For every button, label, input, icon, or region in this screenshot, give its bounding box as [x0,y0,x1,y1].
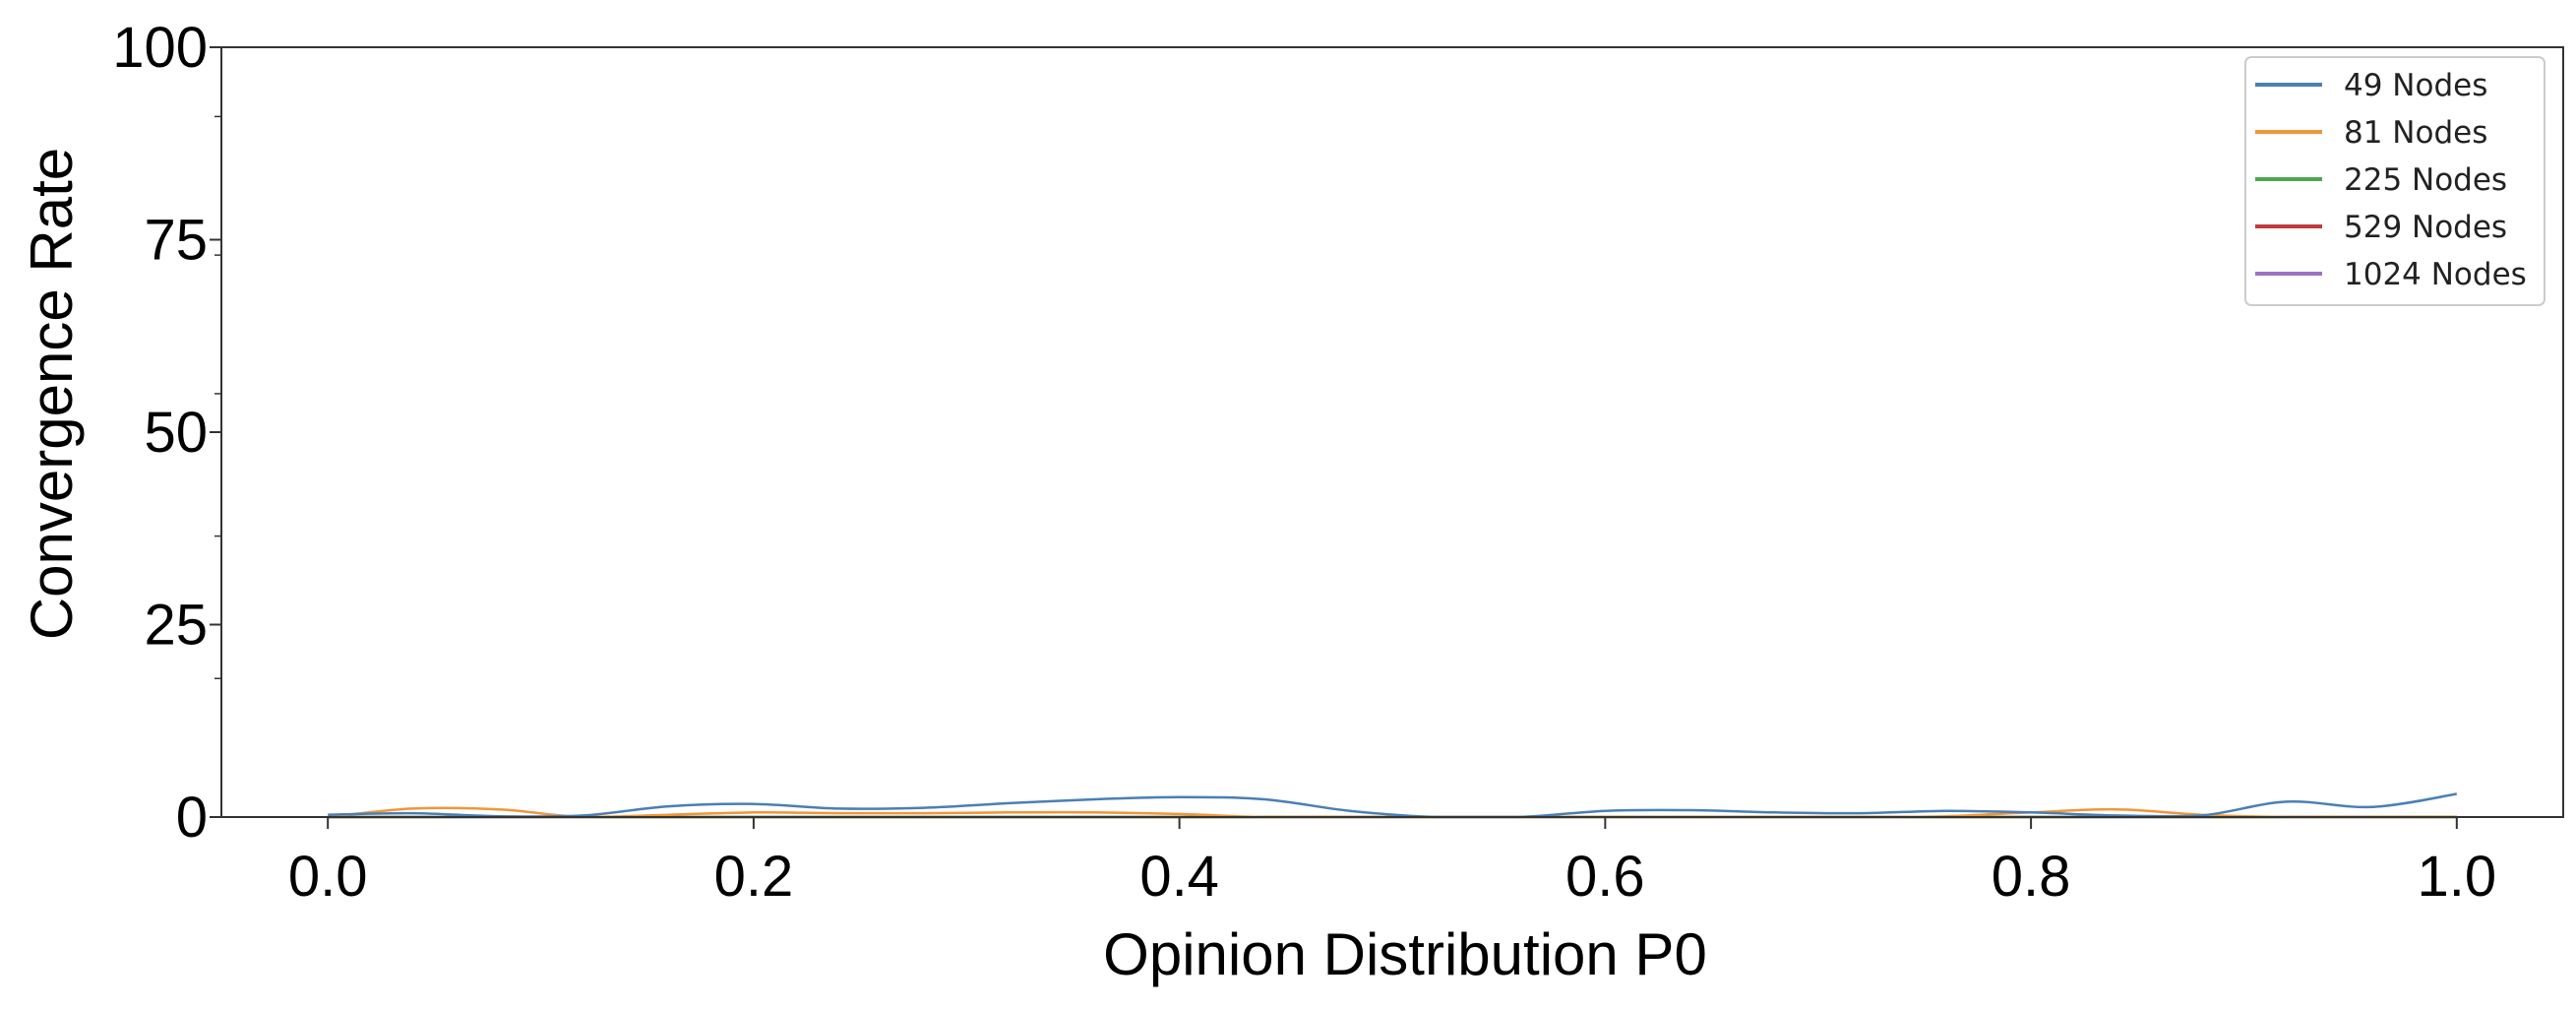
legend-label: 1024 Nodes [2344,257,2527,292]
legend: 49 Nodes 81 Nodes 225 Nodes 529 Nodes 1024 N… [2244,56,2545,306]
x-tick-label: 0.4 [1139,845,1219,909]
legend-label: 49 Nodes [2344,68,2487,103]
x-tick-label: 0.8 [1992,845,2071,909]
y-axis-label: Convergence Rate [19,148,85,640]
legend-label: 529 Nodes [2344,210,2507,245]
x-tick-label: 0.6 [1565,845,1645,909]
y-tick-label: 0 [176,786,208,850]
legend-label: 81 Nodes [2344,115,2487,151]
y-tick-label: 25 [144,594,208,658]
legend-label: 225 Nodes [2344,162,2507,198]
series-line-49-nodes [328,792,2457,819]
x-tick-label: 1.0 [2417,845,2496,909]
y-tick-label: 75 [144,209,208,273]
x-axis: 0.0 0.2 0.4 0.6 0.8 1.0 [288,817,2496,909]
y-tick-label: 100 [112,16,208,80]
x-axis-label: Opinion Distribution P0 [1103,921,1707,987]
x-tick-label: 0.2 [714,845,794,909]
legend-box [2244,56,2545,306]
y-axis: 0 25 50 75 100 [112,16,221,850]
x-tick-label: 0.0 [288,845,368,909]
y-tick-label: 50 [144,401,208,465]
